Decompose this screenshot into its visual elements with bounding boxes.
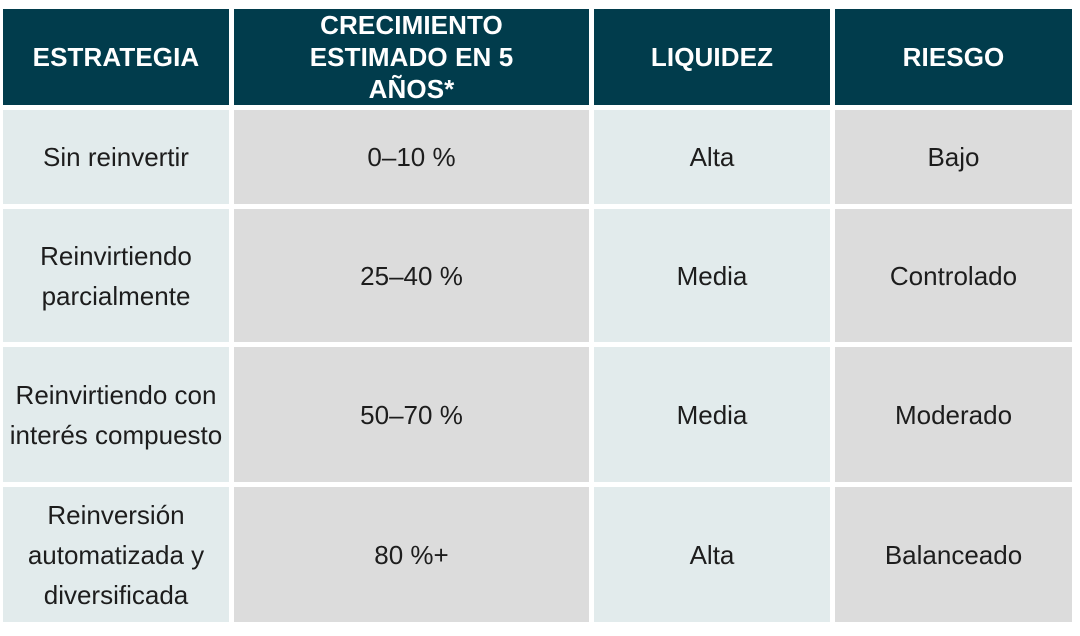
- cell-crecimiento: 25–40 %: [234, 209, 589, 342]
- cell-estrategia: Sin reinvertir: [3, 110, 229, 204]
- cell-riesgo: Bajo: [835, 110, 1072, 204]
- table-row: Reinvirtiendo parcialmente 25–40 % Media…: [3, 209, 1072, 342]
- cell-estrategia: Reinversión automatizada y diversificada: [3, 487, 229, 622]
- cell-estrategia: Reinvirtiendo parcialmente: [3, 209, 229, 342]
- table-header-row: ESTRATEGIA CRECIMIENTO ESTIMADO EN 5 AÑO…: [3, 9, 1072, 105]
- cell-liquidez: Alta: [594, 487, 830, 622]
- cell-riesgo: Balanceado: [835, 487, 1072, 622]
- cell-crecimiento: 50–70 %: [234, 347, 589, 482]
- header-liquidez: LIQUIDEZ: [594, 9, 830, 105]
- cell-crecimiento: 80 %+: [234, 487, 589, 622]
- cell-liquidez: Media: [594, 209, 830, 342]
- cell-estrategia: Reinvirtiendo con interés compuesto: [3, 347, 229, 482]
- header-estrategia: ESTRATEGIA: [3, 9, 229, 105]
- strategy-comparison-table-wrapper: ESTRATEGIA CRECIMIENTO ESTIMADO EN 5 AÑO…: [3, 9, 1077, 622]
- table-row: Reinvirtiendo con interés compuesto 50–7…: [3, 347, 1072, 482]
- table-row: Reinversión automatizada y diversificada…: [3, 487, 1072, 622]
- strategy-comparison-table: ESTRATEGIA CRECIMIENTO ESTIMADO EN 5 AÑO…: [0, 4, 1077, 627]
- cell-liquidez: Alta: [594, 110, 830, 204]
- cell-riesgo: Moderado: [835, 347, 1072, 482]
- header-crecimiento-estimado: CRECIMIENTO ESTIMADO EN 5 AÑOS*: [234, 9, 589, 105]
- cell-liquidez: Media: [594, 347, 830, 482]
- cell-riesgo: Controlado: [835, 209, 1072, 342]
- header-riesgo: RIESGO: [835, 9, 1072, 105]
- table-row: Sin reinvertir 0–10 % Alta Bajo: [3, 110, 1072, 204]
- cell-crecimiento: 0–10 %: [234, 110, 589, 204]
